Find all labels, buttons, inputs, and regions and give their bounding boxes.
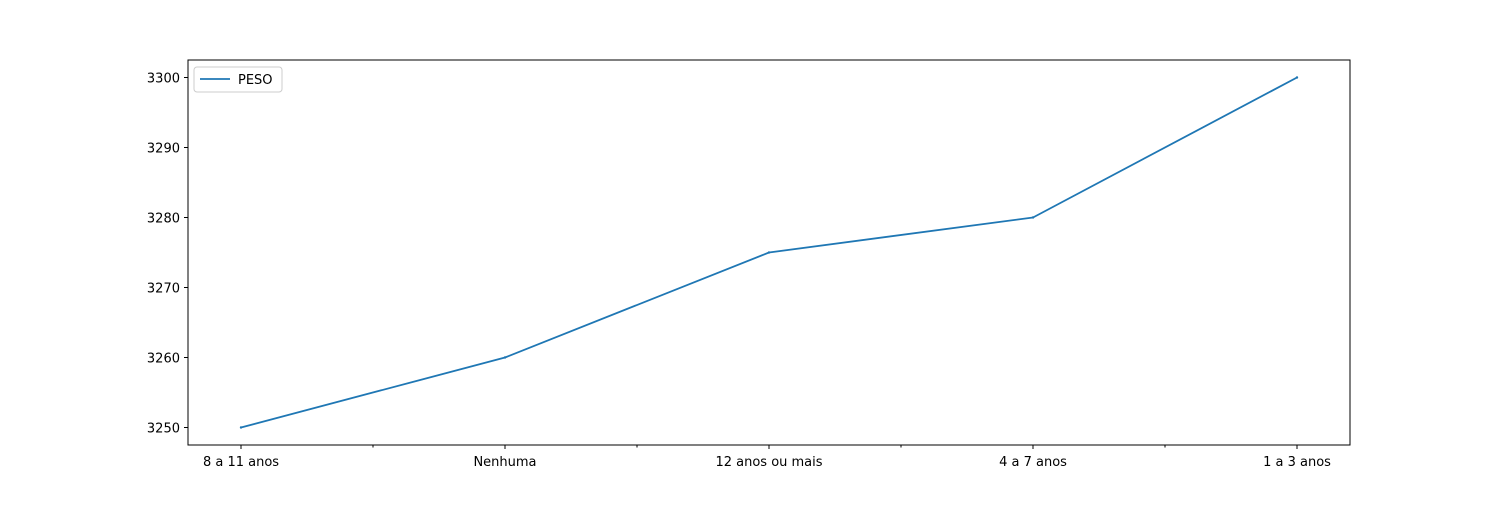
data-point [239, 426, 243, 429]
x-axis: 8 a 11 anos Nenhuma 12 anos ou mais 4 a 7 a… [203, 445, 1331, 470]
y-tick-label: 3250 [147, 422, 180, 437]
x-tick-label: Nenhuma [473, 455, 536, 470]
legend-label: PESO [238, 73, 273, 88]
y-tick-label: 3290 [147, 142, 180, 157]
data-point [1031, 216, 1035, 219]
series-layer [239, 76, 1299, 429]
legend: PESO [193, 66, 283, 93]
data-point [1295, 76, 1299, 79]
x-tick-label: 8 a 11 anos [203, 455, 279, 470]
y-tick-label: 3300 [147, 72, 180, 87]
y-tick-label: 3260 [147, 352, 180, 367]
x-tick-label: 4 a 7 anos [999, 455, 1067, 470]
y-axis: 3250 3260 3270 3280 3290 3300 [147, 72, 188, 437]
data-point [503, 356, 507, 359]
x-tick-label: 12 anos ou mais [715, 455, 822, 470]
legend-box [193, 66, 283, 93]
data-point [767, 251, 771, 254]
x-tick-label: 1 a 3 anos [1263, 455, 1331, 470]
y-tick-label: 3270 [147, 282, 180, 297]
y-tick-label: 3280 [147, 212, 180, 227]
